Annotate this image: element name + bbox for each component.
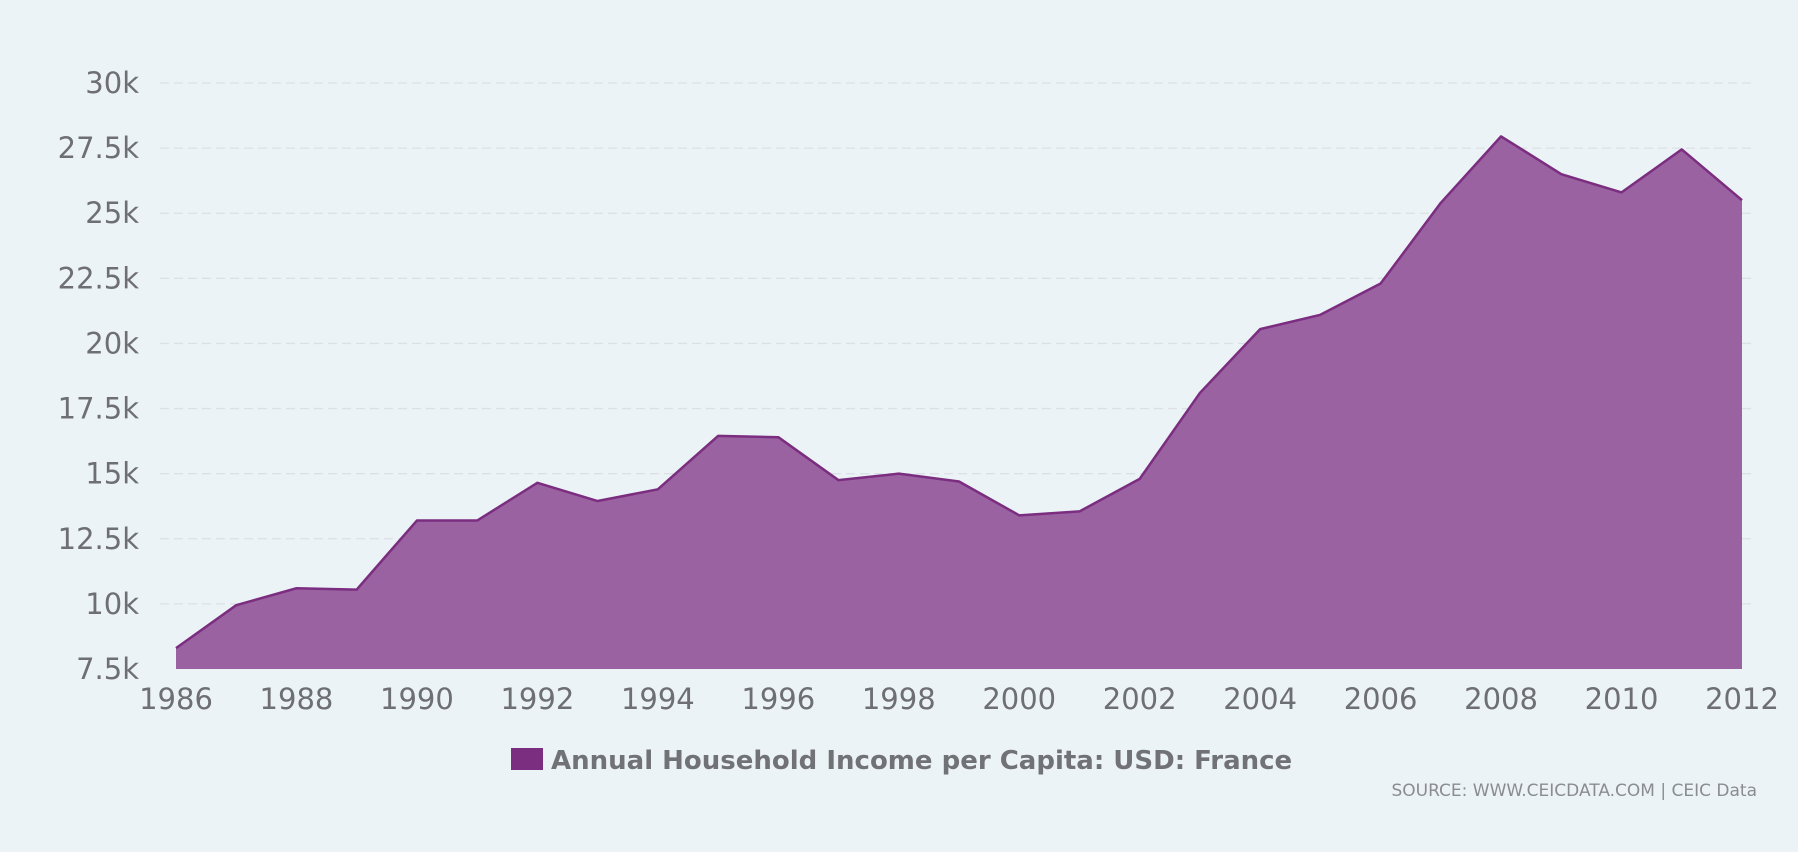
data-point[interactable] bbox=[474, 518, 480, 524]
data-point[interactable] bbox=[1619, 189, 1625, 195]
legend-swatch[interactable] bbox=[511, 748, 543, 770]
x-tick-label: 1996 bbox=[741, 682, 815, 716]
x-tick-label: 2004 bbox=[1223, 682, 1297, 716]
data-point[interactable] bbox=[655, 486, 661, 492]
y-tick-label: 10k bbox=[85, 587, 139, 621]
data-point[interactable] bbox=[715, 433, 721, 439]
data-point[interactable] bbox=[896, 471, 902, 477]
data-point[interactable] bbox=[836, 477, 842, 483]
data-point[interactable] bbox=[595, 498, 601, 504]
x-tick-label: 1986 bbox=[139, 682, 213, 716]
data-point[interactable] bbox=[414, 518, 420, 524]
series-line bbox=[175, 135, 1743, 650]
x-axis: 1986 1988 1990 1992 1994 1996 1998 2000 2002 2004… bbox=[139, 682, 1779, 716]
data-point[interactable] bbox=[956, 478, 962, 484]
x-tick-label: 2010 bbox=[1585, 682, 1659, 716]
y-tick-label: 22.5k bbox=[58, 261, 140, 295]
data-point[interactable] bbox=[233, 602, 239, 608]
y-tick-label: 15k bbox=[85, 457, 139, 491]
y-tick-label: 7.5k bbox=[76, 652, 139, 686]
data-point[interactable] bbox=[1076, 508, 1082, 514]
data-point[interactable] bbox=[1317, 312, 1323, 318]
data-point[interactable] bbox=[534, 480, 540, 486]
data-point[interactable] bbox=[1257, 326, 1263, 332]
data-point[interactable] bbox=[293, 585, 299, 591]
x-tick-label: 1994 bbox=[621, 682, 695, 716]
data-point[interactable] bbox=[1438, 200, 1444, 206]
x-tick-label: 1990 bbox=[380, 682, 454, 716]
data-point[interactable] bbox=[1016, 512, 1022, 518]
data-point[interactable] bbox=[775, 434, 781, 440]
y-axis: 7.5k 10k 12.5k 15k 17.5k 20k 22.5k 25k 27.5k 30k bbox=[58, 66, 140, 686]
legend[interactable]: Annual Household Income per Capita: USD:… bbox=[511, 746, 1292, 776]
legend-label[interactable]: Annual Household Income per Capita: USD:… bbox=[551, 746, 1292, 776]
x-tick-label: 1988 bbox=[260, 682, 334, 716]
data-point[interactable] bbox=[1679, 146, 1685, 152]
x-tick-label: 2006 bbox=[1344, 682, 1418, 716]
y-tick-label: 30k bbox=[85, 66, 139, 100]
data-point[interactable] bbox=[1137, 476, 1143, 482]
y-tick-label: 20k bbox=[85, 326, 139, 360]
data-point[interactable] bbox=[1558, 171, 1564, 177]
x-tick-label: 2000 bbox=[982, 682, 1056, 716]
data-point[interactable] bbox=[354, 587, 360, 593]
y-tick-label: 12.5k bbox=[58, 522, 140, 556]
x-tick-label: 2008 bbox=[1464, 682, 1538, 716]
series-area bbox=[176, 136, 1742, 669]
data-point[interactable] bbox=[1739, 197, 1745, 203]
x-tick-label: 1998 bbox=[862, 682, 936, 716]
data-point[interactable] bbox=[1498, 133, 1504, 139]
data-point[interactable] bbox=[1197, 390, 1203, 396]
y-tick-label: 27.5k bbox=[58, 131, 140, 165]
y-tick-label: 17.5k bbox=[58, 392, 140, 426]
y-tick-label: 25k bbox=[85, 196, 139, 230]
data-point[interactable] bbox=[173, 645, 179, 651]
source-credit: SOURCE: WWW.CEICDATA.COM | CEIC Data bbox=[1391, 781, 1757, 801]
x-tick-label: 1992 bbox=[500, 682, 574, 716]
plot-area bbox=[173, 133, 1745, 669]
x-tick-label: 2012 bbox=[1705, 682, 1779, 716]
x-tick-label: 2002 bbox=[1103, 682, 1177, 716]
data-point[interactable] bbox=[1378, 281, 1384, 287]
